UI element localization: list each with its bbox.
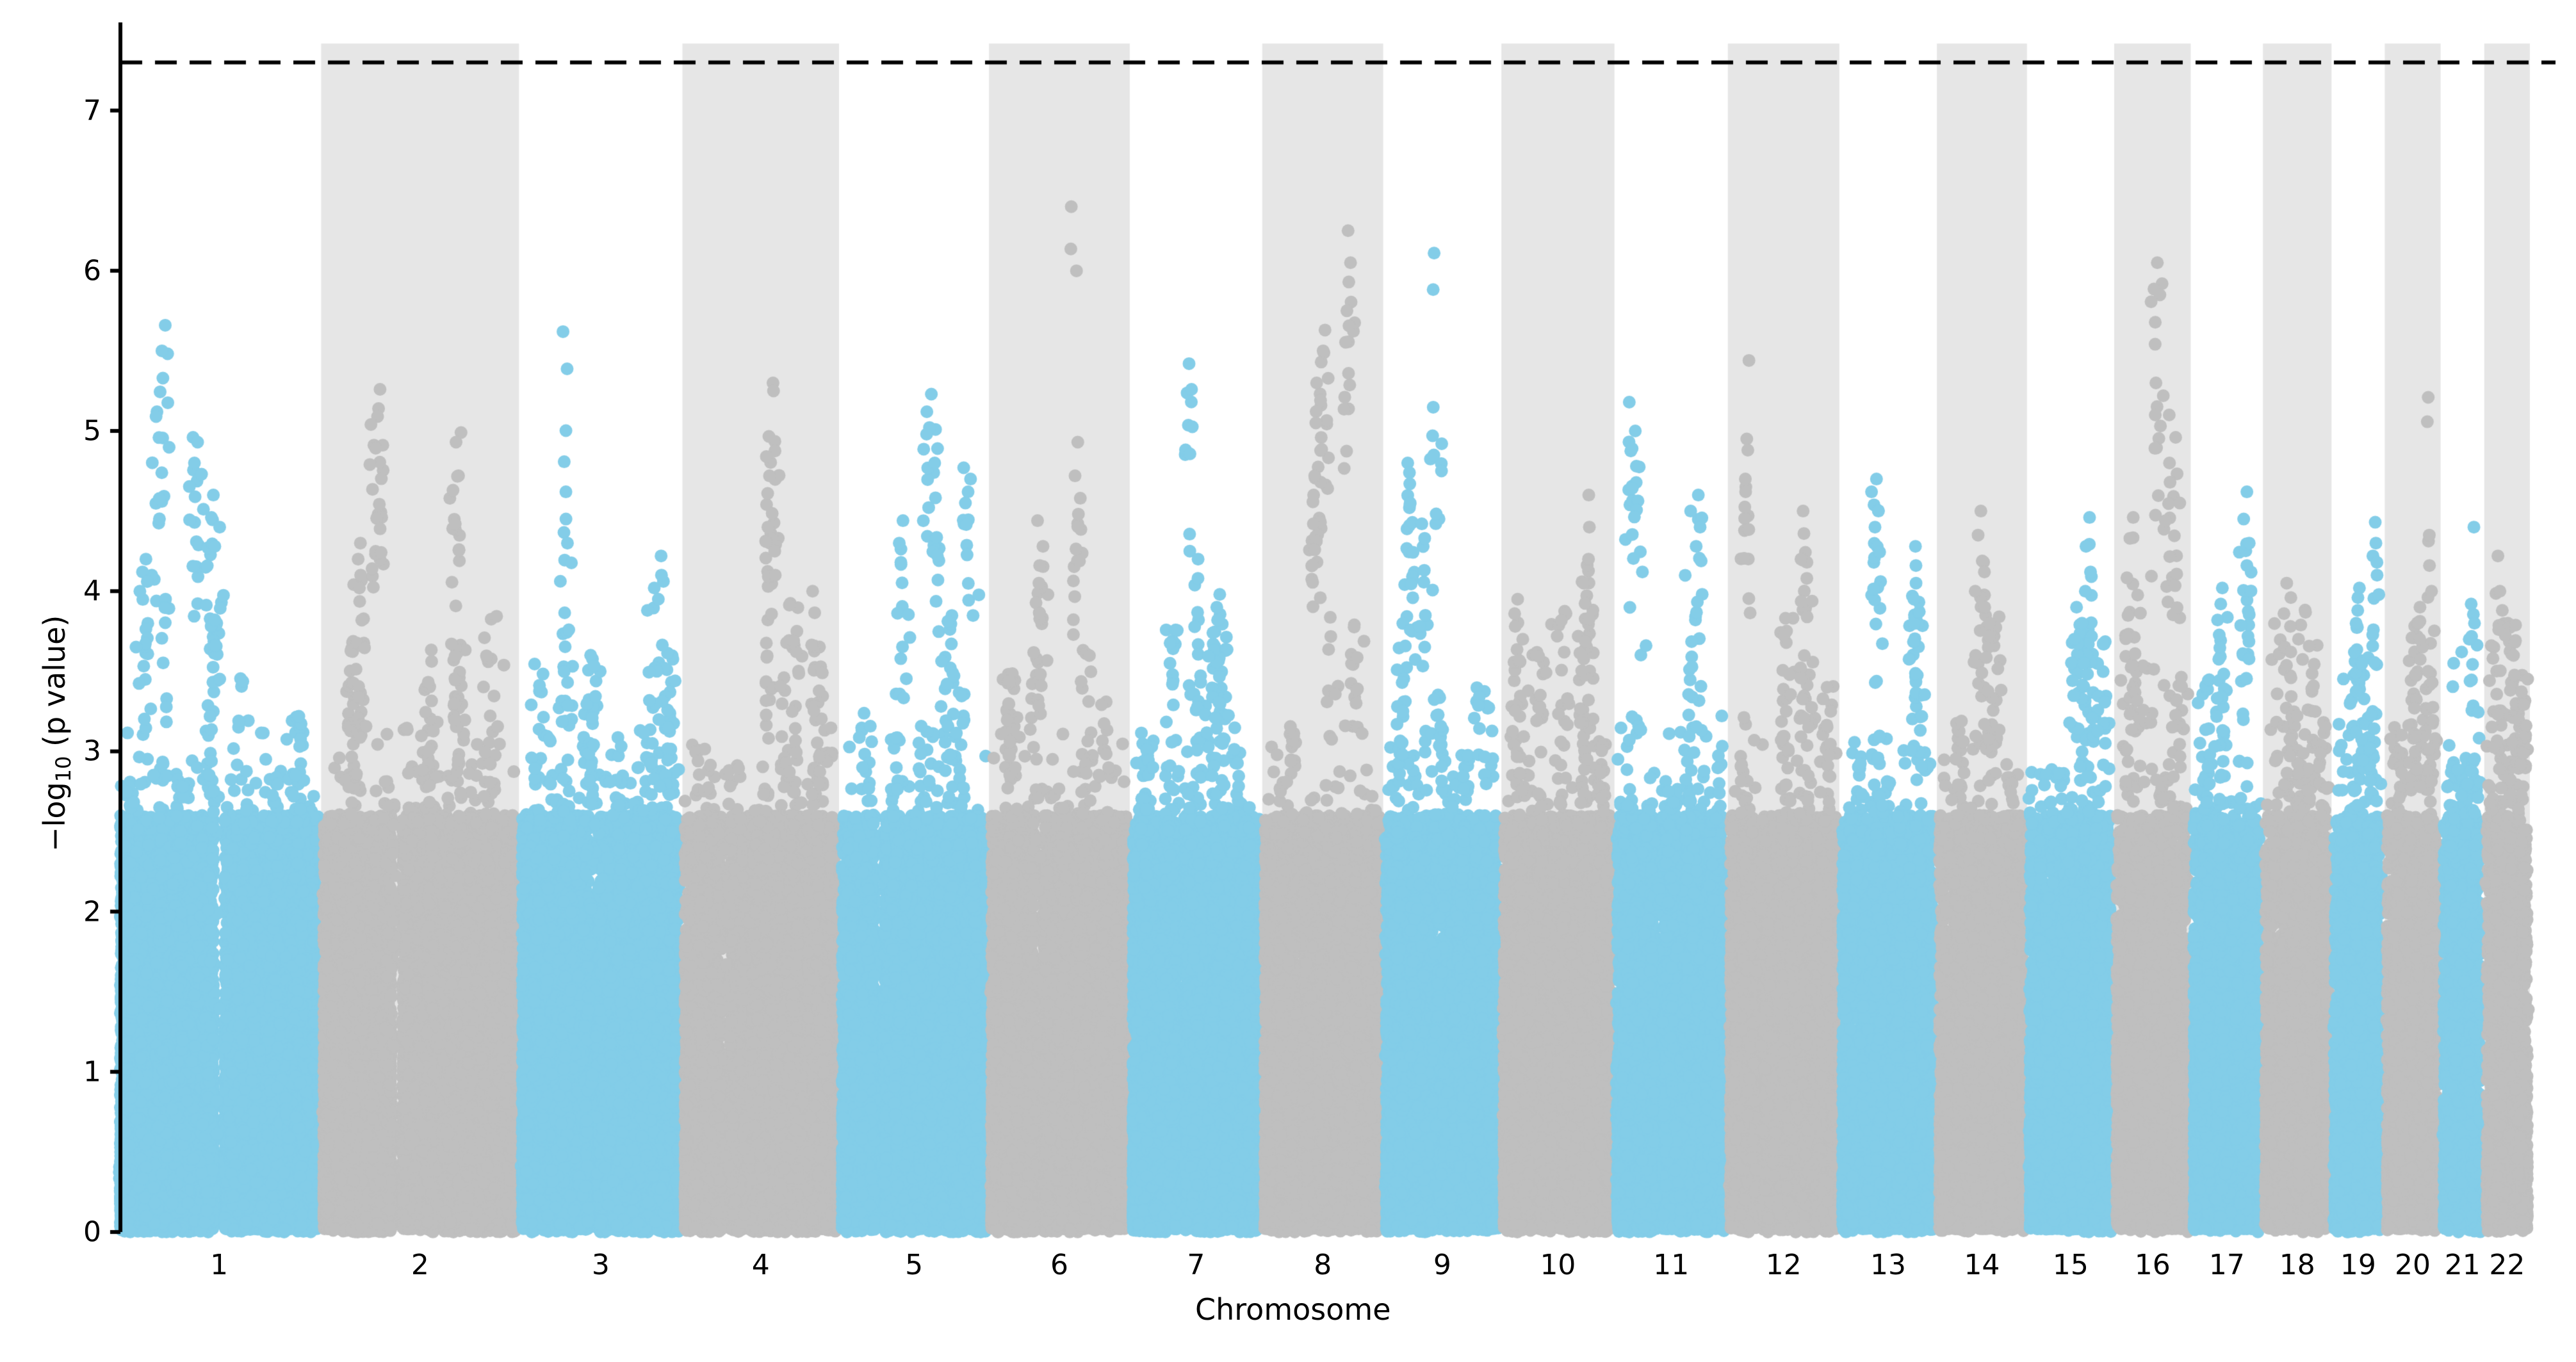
x-tick-label-chr-3: 3 xyxy=(591,1249,610,1281)
x-tick-label-chr-11: 11 xyxy=(1653,1249,1690,1281)
x-tick-label-chr-10: 10 xyxy=(1540,1249,1576,1281)
x-tick-label-chr-5: 5 xyxy=(905,1249,924,1281)
x-tick-label-chr-6: 6 xyxy=(1050,1249,1069,1281)
x-tick-label-chr-20: 20 xyxy=(2395,1249,2431,1281)
x-tick-label-chr-15: 15 xyxy=(2052,1249,2089,1281)
x-tick-label-chr-9: 9 xyxy=(1433,1249,1451,1281)
y-tick-label: 0 xyxy=(83,1215,101,1249)
x-tick-label-chr-7: 7 xyxy=(1187,1249,1205,1281)
y-tick-label: 1 xyxy=(83,1055,101,1089)
x-axis-title: Chromosome xyxy=(1195,1292,1391,1327)
y-tick-label: 3 xyxy=(83,734,101,768)
x-tick-label-chr-18: 18 xyxy=(2279,1249,2315,1281)
x-tick-label-chr-21: 21 xyxy=(2444,1249,2481,1281)
x-tick-label-chr-1: 1 xyxy=(210,1249,229,1281)
x-tick-label-chr-13: 13 xyxy=(1870,1249,1906,1281)
y-tick-label: 6 xyxy=(83,254,101,288)
y-axis-title: −log10 (p value) xyxy=(37,615,76,852)
y-tick-label: 2 xyxy=(83,895,101,928)
x-tick-label-chr-8: 8 xyxy=(1314,1249,1332,1281)
x-tick-label-chr-19: 19 xyxy=(2340,1249,2376,1281)
y-axis-title-tail: (p value) xyxy=(37,615,72,756)
y-axis-title-subscript: 10 xyxy=(51,756,76,782)
x-tick-label-chr-4: 4 xyxy=(751,1249,770,1281)
y-tick-label: 7 xyxy=(83,94,101,127)
y-tick-label: 4 xyxy=(83,574,101,608)
x-tick-label-chr-12: 12 xyxy=(1765,1249,1802,1281)
x-tick-label-chr-22: 22 xyxy=(2489,1249,2525,1281)
x-tick-label-chr-2: 2 xyxy=(411,1249,429,1281)
x-tick-label-chr-17: 17 xyxy=(2208,1249,2245,1281)
y-axis-title-base: −log xyxy=(37,782,72,852)
y-tick-label: 5 xyxy=(83,414,101,448)
x-tick-label-chr-14: 14 xyxy=(1964,1249,2000,1281)
x-tick-label-chr-16: 16 xyxy=(2134,1249,2171,1281)
